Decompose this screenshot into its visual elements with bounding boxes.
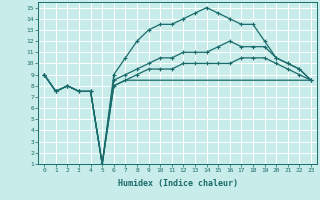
X-axis label: Humidex (Indice chaleur): Humidex (Indice chaleur) bbox=[118, 179, 238, 188]
